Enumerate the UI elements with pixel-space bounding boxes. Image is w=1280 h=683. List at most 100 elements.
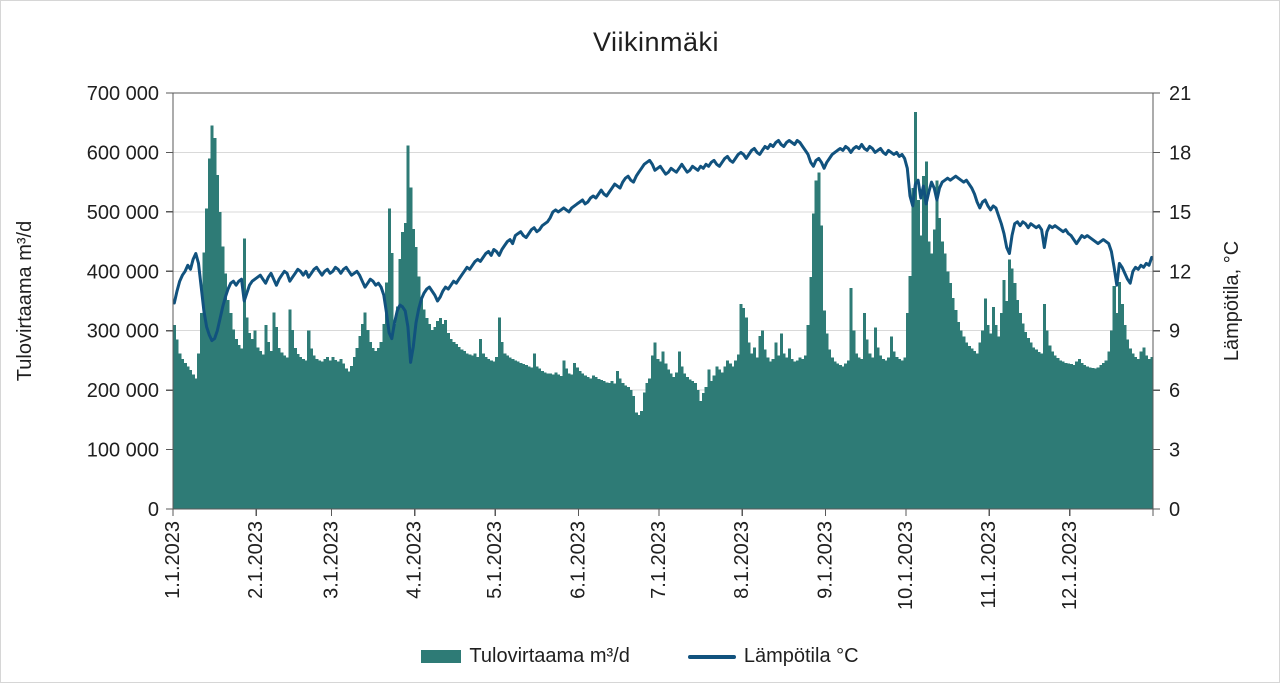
flow-bar (245, 317, 249, 509)
flow-bar (366, 330, 370, 509)
x-axis-tick-label: 3.1.2023 (320, 521, 342, 599)
x-axis-tick-label: 10.1.2023 (895, 521, 917, 610)
flow-bar (712, 375, 716, 509)
flow-bar (645, 383, 649, 509)
flow-bar (433, 327, 437, 509)
flow-bar (637, 415, 641, 509)
flow-bar (581, 373, 585, 509)
flow-bar (280, 352, 284, 509)
flow-bar (234, 339, 238, 509)
flow-bar (793, 361, 797, 509)
left-axis-tick-label: 600 000 (87, 142, 159, 164)
flow-bar (1128, 348, 1132, 509)
flow-bar (522, 363, 526, 509)
flow-bar (715, 366, 719, 509)
flow-bar (1088, 367, 1092, 509)
flow-bar (718, 369, 722, 509)
flow-bar (250, 339, 254, 509)
flow-bar (1131, 353, 1135, 509)
flow-bar (1010, 268, 1014, 509)
flow-bar (194, 378, 198, 509)
flow-bar (696, 390, 700, 509)
flow-bar (1005, 301, 1009, 509)
flow-bar (1104, 360, 1108, 509)
flow-bar (183, 362, 187, 509)
flow-bar (629, 390, 633, 509)
flow-bar (750, 353, 754, 509)
flow-bar (989, 333, 993, 509)
flow-bar (948, 283, 952, 509)
flow-bar (648, 378, 652, 509)
flow-bar (997, 336, 1001, 509)
right-axis-tick-label: 6 (1169, 380, 1180, 402)
flow-bar (591, 375, 595, 509)
flow-bar (583, 375, 587, 509)
flow-bar (876, 347, 880, 509)
flow-bar (771, 359, 775, 509)
x-axis-tick-label: 8.1.2023 (731, 521, 753, 599)
flow-bar (546, 373, 550, 509)
flow-bar (395, 306, 399, 509)
flow-bar (476, 356, 480, 509)
left-axis-tick-label: 400 000 (87, 261, 159, 283)
flow-bar (454, 343, 458, 509)
flow-bar (1091, 368, 1095, 509)
flow-bar (830, 357, 834, 509)
flow-bar (428, 324, 432, 509)
flow-bar (288, 309, 292, 509)
flow-bar (309, 348, 313, 509)
flow-bar (680, 366, 684, 509)
flow-bar (970, 348, 974, 509)
flow-bar (916, 199, 920, 509)
flow-bar (291, 330, 295, 509)
flow-bar (358, 336, 362, 509)
flow-bar (387, 208, 391, 509)
flow-bar (323, 359, 327, 509)
flow-bar (905, 312, 910, 509)
flow-bar (481, 353, 485, 509)
flow-bar (452, 342, 456, 509)
flow-bar (538, 368, 542, 509)
flow-bar (1093, 368, 1097, 509)
flow-bar (505, 355, 509, 509)
flow-bar (777, 355, 781, 509)
flow-bar (795, 360, 799, 509)
flow-bar (1115, 312, 1119, 509)
tick-labels: 0 100 000 200 000 300 000 400 000 500 000 600 … (87, 83, 1192, 610)
flow-bar (1144, 355, 1148, 509)
flow-bar (226, 299, 230, 509)
flow-bar (403, 223, 407, 510)
flow-bar (675, 372, 679, 509)
right-axis-tick-label: 18 (1169, 142, 1191, 164)
flow-bar (962, 336, 966, 509)
flow-bar (1067, 363, 1071, 509)
flow-bar (1118, 281, 1122, 509)
flow-bar (565, 368, 569, 509)
flow-bar (175, 339, 179, 509)
flow-bar (728, 363, 732, 509)
flow-bar (787, 348, 791, 509)
flow-bar (449, 339, 453, 509)
flow-bar (879, 355, 883, 509)
flow-bar (736, 354, 740, 509)
flow-bar (723, 366, 727, 509)
flow-bar (334, 359, 338, 509)
flow-bar (739, 303, 743, 509)
flow-bar (422, 309, 426, 509)
flow-bar (438, 318, 442, 509)
flow-bar (873, 327, 877, 509)
flow-bar (828, 349, 832, 509)
flow-bar (846, 360, 850, 509)
flow-bar (779, 333, 783, 509)
flow-bar (524, 365, 528, 509)
flow-bar (761, 330, 765, 509)
legend-item-flow: Tulovirtaama m³/d (421, 645, 630, 668)
flow-bar (752, 347, 756, 509)
flow-bar (1096, 367, 1100, 509)
flow-bar (401, 232, 405, 509)
flow-bar (943, 253, 947, 509)
flow-bar (1064, 362, 1068, 509)
right-axis-tick-label: 9 (1169, 321, 1180, 343)
